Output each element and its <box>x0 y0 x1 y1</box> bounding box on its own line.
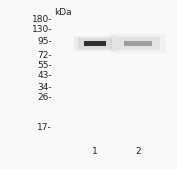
Text: 180-: 180- <box>32 16 52 25</box>
Text: 72-: 72- <box>37 51 52 59</box>
Text: 17-: 17- <box>37 124 52 132</box>
Text: 130-: 130- <box>32 26 52 34</box>
Text: 95-: 95- <box>37 38 52 46</box>
Text: kDa: kDa <box>54 8 72 17</box>
Bar <box>74 35 116 51</box>
Text: 26-: 26- <box>37 93 52 103</box>
Text: 34-: 34- <box>37 82 52 91</box>
Text: 43-: 43- <box>37 70 52 79</box>
Bar <box>78 38 112 49</box>
Text: 1: 1 <box>92 148 98 156</box>
Bar <box>110 33 166 53</box>
Bar <box>124 41 152 45</box>
Bar <box>84 41 106 45</box>
Bar <box>116 37 160 50</box>
Text: 55-: 55- <box>37 61 52 69</box>
Text: 2: 2 <box>135 148 141 156</box>
